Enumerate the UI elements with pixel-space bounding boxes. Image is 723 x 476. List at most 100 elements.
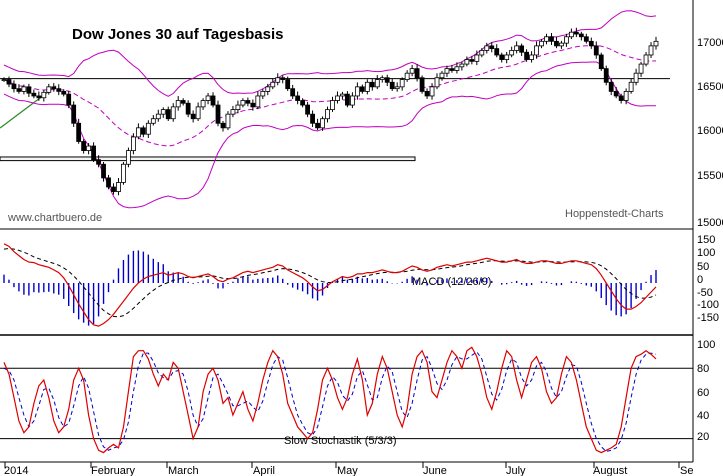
candle-body [449, 68, 455, 71]
candle-body [529, 54, 534, 60]
candle-body [31, 92, 37, 97]
candle-body [116, 182, 121, 192]
candle-body [126, 150, 131, 165]
candle-body [165, 109, 171, 120]
candle-body [86, 145, 92, 151]
candle-body [200, 100, 206, 108]
chart-title: Dow Jones 30 auf Tagesbasis [72, 26, 283, 43]
stoch-k-line [3, 346, 657, 454]
candle-body [598, 54, 604, 70]
candle-body [195, 106, 201, 120]
candle-body [36, 95, 42, 99]
support-band [0, 156, 416, 162]
candle-body [369, 81, 375, 88]
candle-body [330, 100, 335, 111]
candle-body [305, 104, 311, 115]
candle-body [613, 91, 619, 97]
candle-body [111, 186, 116, 192]
candle-body [524, 51, 529, 60]
candle-body [150, 118, 156, 124]
bollinger-upper [3, 10, 657, 97]
candle-body [210, 95, 216, 106]
candle-body [499, 54, 505, 60]
candle-body [61, 91, 67, 95]
candle-body [379, 77, 385, 80]
candle-body [345, 93, 350, 106]
candle-body [424, 91, 430, 97]
candle-body [21, 86, 27, 92]
candle-body [489, 45, 495, 50]
candle-body [265, 86, 271, 92]
stoch-tick-label: 40 [697, 410, 709, 422]
candle-body [230, 109, 236, 115]
candle-body [285, 79, 291, 90]
candle-body [1, 79, 7, 81]
candle-body [519, 45, 525, 53]
stoch-d-line [3, 351, 657, 453]
candle-body [504, 54, 510, 60]
macd-tick-label: -50 [697, 287, 713, 299]
candle-body [11, 83, 17, 90]
price-layer [0, 10, 670, 209]
candle-body [121, 163, 126, 183]
panel-frames [0, 0, 694, 463]
candle-body [539, 40, 544, 47]
candle-body [81, 141, 87, 151]
candle-body [474, 54, 480, 62]
x-label: July [506, 465, 526, 476]
candle-body [320, 118, 325, 129]
candle-body [270, 81, 276, 88]
candle-body [96, 159, 101, 165]
candle-body [479, 50, 485, 56]
candle-body [593, 45, 599, 56]
candle-body [374, 79, 380, 88]
candle-body [175, 100, 181, 108]
candle-body [623, 91, 629, 101]
candle-body [638, 63, 644, 74]
candle-body [66, 93, 72, 106]
macd-signal-line [3, 247, 657, 318]
price-tick-label: 15000 [697, 217, 723, 229]
candle-body [26, 86, 32, 94]
stoch-tick-label: 20 [697, 431, 709, 443]
x-axis-labels: 2014 February March April May June July … [4, 462, 693, 476]
candle-body [549, 36, 554, 42]
candle-body [101, 163, 106, 179]
stoch-tick-label: 100 [697, 339, 715, 351]
candle-body [160, 109, 166, 115]
price-tick-label: 15500 [697, 170, 723, 182]
candle-body [633, 72, 639, 83]
price-tick-label: 16500 [697, 81, 723, 93]
stoch-y-ticks: 100 80 60 40 20 [697, 339, 715, 443]
price-y-ticks: 17000 16500 16000 15500 15000 [697, 37, 723, 229]
macd-tick-label: -100 [697, 299, 719, 311]
candle-body [434, 77, 440, 88]
macd-tick-label: -150 [697, 312, 719, 324]
candle-body [225, 113, 231, 129]
macd-y-ticks: 150 100 50 0 -50 -100 -150 [697, 234, 719, 324]
candle-body [608, 81, 614, 92]
candle-body [568, 31, 574, 38]
candle-body [394, 86, 400, 90]
candle-body [618, 95, 624, 101]
candle-body [429, 86, 435, 97]
candle-body [554, 40, 559, 47]
candle-body [648, 45, 654, 56]
candle-body [310, 113, 315, 124]
candle-body [354, 86, 360, 97]
price-tick-label: 17000 [697, 37, 723, 49]
candle-body [190, 113, 196, 120]
candle-body [564, 36, 569, 44]
candle-body [250, 102, 256, 108]
candle-body [628, 81, 634, 92]
candle-body [583, 36, 589, 42]
candle-body [578, 33, 584, 38]
candle-body [399, 79, 405, 88]
candle-body [559, 42, 564, 47]
price-tick-label: 16000 [697, 125, 723, 137]
candle-body [444, 68, 450, 74]
stoch-tick-label: 80 [697, 363, 709, 375]
candle-body [280, 77, 286, 80]
candle-body [573, 31, 579, 35]
candle-body [260, 91, 266, 97]
